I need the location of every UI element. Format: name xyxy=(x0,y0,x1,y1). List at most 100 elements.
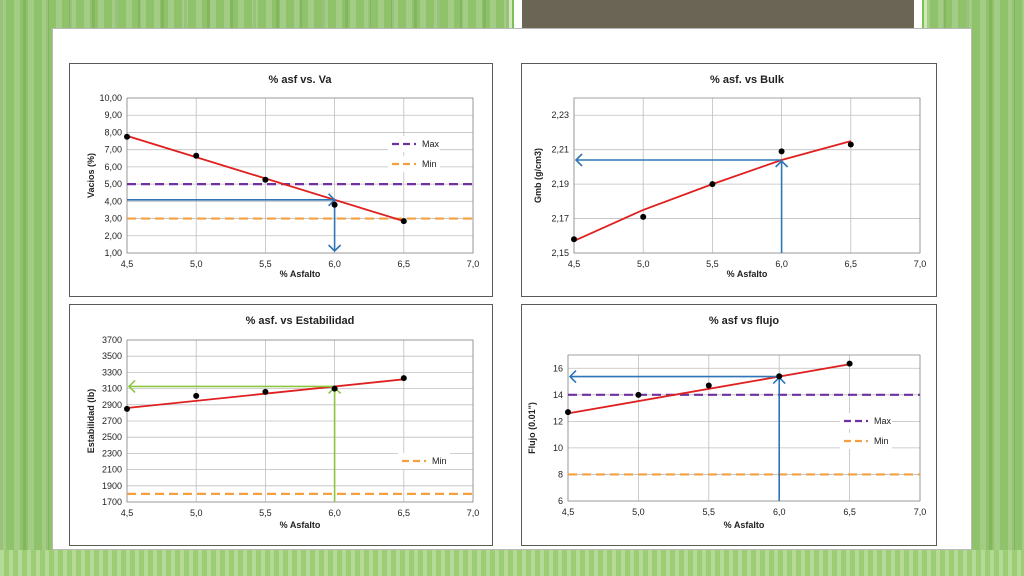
x-tick-label: 6,5 xyxy=(398,259,411,269)
y-axis-label: Vacios (%) xyxy=(86,153,96,198)
data-point xyxy=(846,360,853,367)
y-tick-label: 2,19 xyxy=(551,179,569,189)
x-tick-label: 5,5 xyxy=(259,508,272,518)
x-tick-label: 7,0 xyxy=(467,508,480,518)
guide-arrows xyxy=(568,370,786,501)
chart-title: % asf vs. Va xyxy=(269,74,333,86)
data-point xyxy=(124,133,130,140)
y-tick-label: 3100 xyxy=(102,384,122,394)
guide-arrows xyxy=(127,193,342,253)
y-tick-label: 3,00 xyxy=(104,214,122,224)
x-axis-label: % Asfalto xyxy=(280,520,321,530)
y-tick-label: 8,00 xyxy=(104,127,122,137)
x-tick-label: 6,0 xyxy=(328,259,341,269)
y-tick-label: 2,23 xyxy=(551,110,569,120)
guide-arrow-head xyxy=(328,193,336,207)
chart-estabilidad: 4,5 5,0 5,5 6,0 6,5 7,0 1700 1900 2100 2300 2500 27… xyxy=(69,304,493,546)
data-point xyxy=(709,181,716,188)
y-tick-label: 12 xyxy=(553,416,563,426)
guide-arrows xyxy=(127,379,342,502)
x-axis-label: % Asfalto xyxy=(724,520,765,530)
data-point xyxy=(400,218,407,225)
legend-label: Min xyxy=(432,456,447,466)
y-tick-label: 9,00 xyxy=(104,110,122,120)
data-point xyxy=(193,152,200,159)
data-point xyxy=(565,409,571,416)
data-point xyxy=(193,392,200,399)
x-axis-label: % Asfalto xyxy=(727,269,768,279)
x-tick-label: 5,0 xyxy=(190,259,203,269)
y-tick-label: 5,00 xyxy=(104,179,122,189)
x-tick-label: 5,0 xyxy=(632,507,645,517)
data-point xyxy=(331,201,338,208)
x-axis-label: % Asfalto xyxy=(280,269,321,279)
decorative-band xyxy=(0,550,1024,576)
data-point xyxy=(571,236,577,243)
y-tick-label: 4,00 xyxy=(104,196,122,206)
y-axis-label: Flujo (0.01") xyxy=(527,402,537,454)
data-point xyxy=(705,382,712,389)
chart-svg: 4,5 5,0 5,5 6,0 6,5 7,0 6 8 10 12 14 16 % asf vs flu… xyxy=(527,315,927,530)
x-tick-label: 5,0 xyxy=(190,508,203,518)
x-tick-label: 5,5 xyxy=(706,259,719,269)
x-tick-label: 4,5 xyxy=(568,259,581,269)
guide-arrows xyxy=(574,153,789,253)
data-point xyxy=(635,391,642,398)
plot-area-border xyxy=(573,97,921,254)
x-tick-label: 5,0 xyxy=(637,259,650,269)
x-tick-label: 4,5 xyxy=(121,259,134,269)
data-point xyxy=(778,148,785,155)
x-tick-label: 4,5 xyxy=(121,508,134,518)
y-tick-label: 2,00 xyxy=(104,231,122,241)
chart-title: % asf. vs Estabilidad xyxy=(246,315,355,327)
x-tick-label: 7,0 xyxy=(914,507,927,517)
data-point xyxy=(776,373,783,380)
chart-svg: 4,5 5,0 5,5 6,0 6,5 7,0 1,00 2,00 3,00 4,00 5,00 6,… xyxy=(86,74,480,279)
data-point xyxy=(400,375,407,382)
x-tick-label: 6,0 xyxy=(775,259,788,269)
legend-label: Min xyxy=(422,159,437,169)
x-tick-label: 6,0 xyxy=(773,507,786,517)
x-tick-label: 7,0 xyxy=(467,259,480,269)
data-point xyxy=(124,405,130,412)
x-tick-label: 6,5 xyxy=(843,507,856,517)
grid xyxy=(573,98,921,254)
chart-flujo: 4,5 5,0 5,5 6,0 6,5 7,0 6 8 10 12 14 16 % asf vs flu… xyxy=(521,304,937,546)
x-tick-label: 6,5 xyxy=(845,259,858,269)
legend: Max Min xyxy=(840,413,892,449)
y-tick-label: 2,21 xyxy=(551,145,569,155)
y-tick-label: 1700 xyxy=(102,497,122,507)
data-point xyxy=(262,388,269,395)
y-tick-label: 10,00 xyxy=(99,93,122,103)
trend-line xyxy=(567,363,850,415)
y-tick-label: 1900 xyxy=(102,481,122,491)
legend: Min xyxy=(398,453,450,469)
legend-label: Max xyxy=(874,416,892,426)
data-point xyxy=(847,141,854,148)
y-axis-label: Estabilidad (lb) xyxy=(86,389,96,454)
y-tick-label: 2700 xyxy=(102,416,122,426)
slide-canvas: 4,5 5,0 5,5 6,0 6,5 7,0 1,00 2,00 3,00 4,00 5,00 6,… xyxy=(52,28,972,550)
y-tick-label: 3700 xyxy=(102,335,122,345)
legend-label: Max xyxy=(422,139,440,149)
data-point xyxy=(262,176,269,183)
y-tick-label: 6,00 xyxy=(104,162,122,172)
y-tick-label: 14 xyxy=(553,390,563,400)
plot-area-border xyxy=(567,354,921,502)
guide-arrow-head xyxy=(775,159,789,168)
x-tick-label: 7,0 xyxy=(914,259,927,269)
y-tick-label: 7,00 xyxy=(104,145,122,155)
plot-area-border xyxy=(126,339,474,503)
grid xyxy=(126,339,474,503)
y-tick-label: 3500 xyxy=(102,351,122,361)
x-tick-label: 6,5 xyxy=(398,508,411,518)
y-tick-label: 6 xyxy=(558,496,563,506)
y-tick-label: 10 xyxy=(553,443,563,453)
chart-svg: 4,5 5,0 5,5 6,0 6,5 7,0 2,15 2,17 2,19 2,21 2,23 % … xyxy=(533,74,927,279)
guide-arrow-head xyxy=(574,153,583,167)
guide-arrow-head xyxy=(568,370,577,384)
plot-area-border xyxy=(126,97,474,254)
y-axis-label: Gmb (g/cm3) xyxy=(533,148,543,203)
grid xyxy=(126,97,474,254)
chart-title: % asf. vs Bulk xyxy=(710,74,785,86)
